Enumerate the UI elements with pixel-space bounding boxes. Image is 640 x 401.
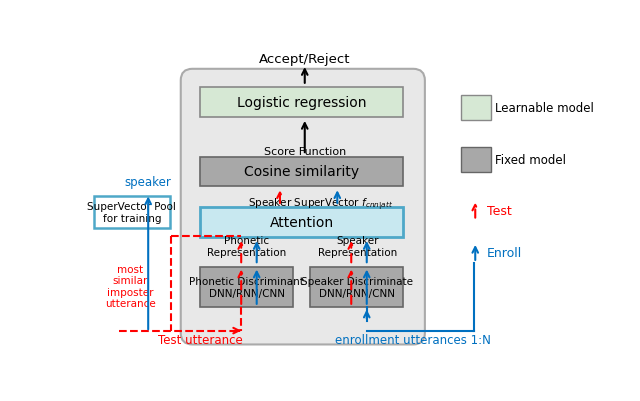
Text: enrollment utterances 1:N: enrollment utterances 1:N: [335, 334, 491, 346]
FancyBboxPatch shape: [180, 70, 425, 344]
FancyBboxPatch shape: [310, 267, 403, 307]
Text: Logistic regression: Logistic regression: [237, 96, 366, 109]
Text: Attention: Attention: [269, 215, 333, 229]
FancyBboxPatch shape: [200, 208, 403, 237]
Text: Cosine similarity: Cosine similarity: [244, 165, 359, 179]
FancyBboxPatch shape: [461, 148, 491, 172]
FancyBboxPatch shape: [200, 267, 293, 307]
Text: Enroll: Enroll: [487, 247, 522, 260]
FancyBboxPatch shape: [200, 157, 403, 186]
Text: Phonetic Discriminant
DNN/RNN/CNN: Phonetic Discriminant DNN/RNN/CNN: [189, 276, 304, 298]
Text: Speaker
Representation: Speaker Representation: [318, 235, 397, 257]
Text: Learnable model: Learnable model: [495, 101, 593, 115]
Text: Test utterance: Test utterance: [157, 334, 243, 346]
Text: Score Function: Score Function: [264, 147, 346, 157]
Text: Accept/Reject: Accept/Reject: [259, 53, 351, 65]
Text: SuperVector Pool
for training: SuperVector Pool for training: [88, 202, 177, 223]
Text: Fixed model: Fixed model: [495, 154, 566, 167]
Text: Phonetic
Representation: Phonetic Representation: [207, 235, 286, 257]
FancyBboxPatch shape: [200, 88, 403, 117]
Text: Test: Test: [487, 205, 511, 217]
Text: Speaker Discriminate
DNN/RNN/CNN: Speaker Discriminate DNN/RNN/CNN: [301, 276, 413, 298]
Text: Speaker SuperVector $f_{cnn|att}$: Speaker SuperVector $f_{cnn|att}$: [248, 195, 393, 211]
Text: most
similar
imposter
utterance: most similar imposter utterance: [105, 264, 156, 309]
FancyBboxPatch shape: [461, 96, 491, 120]
Text: speaker: speaker: [125, 176, 172, 189]
FancyBboxPatch shape: [94, 196, 170, 229]
